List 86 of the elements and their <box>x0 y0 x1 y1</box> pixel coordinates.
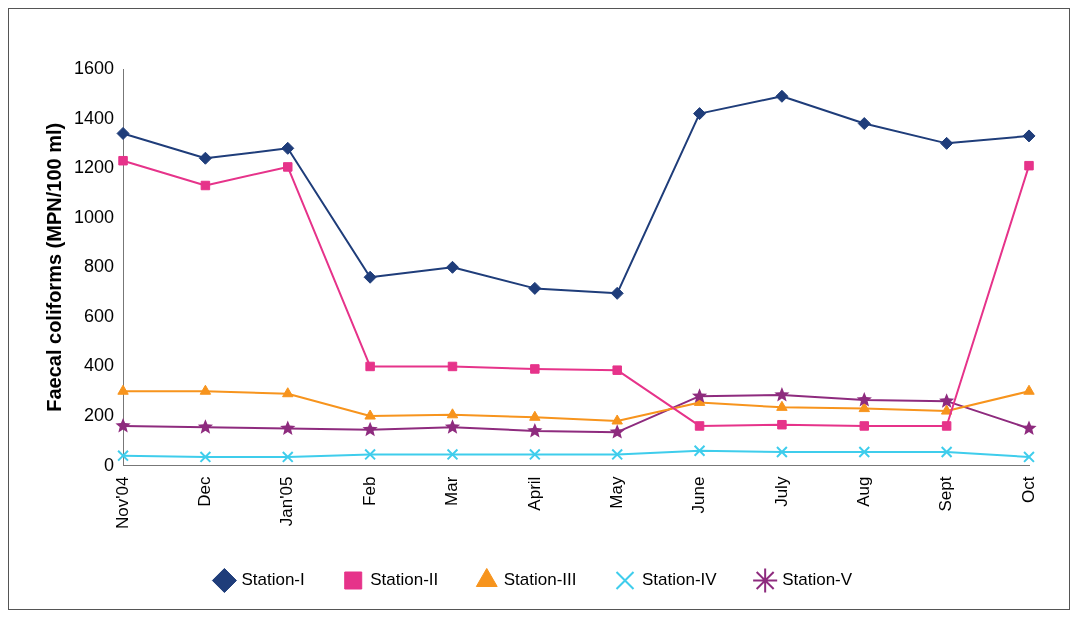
point <box>1024 160 1034 171</box>
point <box>774 386 790 402</box>
x-tick-label: April <box>524 476 544 511</box>
y-tick-label: 1000 <box>74 206 115 227</box>
legend-label: Station-II <box>370 570 439 590</box>
point <box>693 444 706 457</box>
point <box>444 419 461 434</box>
legend-label: Station-IV <box>642 570 718 590</box>
point <box>198 151 212 165</box>
x-tick-label: Dec <box>195 476 215 507</box>
point <box>446 448 459 461</box>
point <box>609 424 625 439</box>
point <box>776 400 788 411</box>
point <box>364 448 377 461</box>
point <box>527 422 543 438</box>
point <box>939 393 955 408</box>
point <box>941 421 952 431</box>
point <box>940 404 953 415</box>
x-tick-label: Jan'05 <box>277 476 297 527</box>
x-tick-label: Sept <box>936 476 956 512</box>
point <box>611 414 623 425</box>
legend-label: Station-V <box>782 570 853 590</box>
point <box>775 446 788 458</box>
point <box>199 384 212 395</box>
point <box>281 141 295 155</box>
point <box>447 361 458 372</box>
x-tick-label: Mar <box>442 476 462 506</box>
x-tick-label: June <box>689 476 709 514</box>
x-tick-label: July <box>771 476 791 507</box>
point <box>858 402 870 413</box>
y-tick-label: 400 <box>84 355 115 376</box>
y-tick-label: 1200 <box>74 157 115 178</box>
point <box>115 417 131 433</box>
point <box>117 384 129 395</box>
point <box>1023 450 1035 463</box>
point <box>363 270 377 284</box>
point <box>200 180 211 191</box>
y-tick-label: 1400 <box>74 107 115 128</box>
point <box>528 281 542 295</box>
point <box>364 409 376 420</box>
y-tick-label: 800 <box>84 256 115 277</box>
x-tick-label: Nov'04 <box>112 476 132 529</box>
point <box>280 420 296 435</box>
point <box>282 387 294 398</box>
point <box>1021 420 1037 435</box>
point <box>116 126 130 140</box>
point <box>858 446 871 458</box>
point <box>857 117 871 131</box>
point <box>940 446 953 458</box>
point <box>1022 129 1036 143</box>
point <box>281 450 294 463</box>
point <box>1023 384 1035 395</box>
point <box>530 364 540 374</box>
point <box>694 421 705 431</box>
point <box>691 388 708 403</box>
x-tick-label: Aug <box>853 476 873 507</box>
point <box>445 260 459 274</box>
y-tick-label: 1600 <box>74 57 115 78</box>
point <box>528 448 541 461</box>
point <box>199 450 212 463</box>
legend-label: Station-I <box>241 570 305 590</box>
point <box>529 410 541 421</box>
point <box>362 421 378 437</box>
y-tick-label: 0 <box>104 454 115 475</box>
point <box>777 419 787 430</box>
x-tick-label: Feb <box>359 476 379 506</box>
point <box>610 286 624 300</box>
point <box>118 155 128 166</box>
point <box>859 421 870 431</box>
point <box>365 361 375 372</box>
point <box>940 136 954 150</box>
point <box>197 419 214 434</box>
point <box>856 391 872 407</box>
point <box>611 448 624 461</box>
point <box>446 408 459 419</box>
point <box>775 89 789 103</box>
y-tick-label: 200 <box>84 405 115 426</box>
point <box>283 162 293 172</box>
x-tick-label: May <box>606 476 626 509</box>
y-axis-title: Faecal coliforms (MPN/100 ml) <box>42 122 65 412</box>
legend-label: Station-III <box>503 570 577 590</box>
x-tick-label: Oct <box>1018 476 1038 504</box>
point <box>117 449 129 462</box>
y-tick-label: 600 <box>84 305 115 326</box>
point <box>612 365 622 375</box>
point <box>693 107 707 121</box>
